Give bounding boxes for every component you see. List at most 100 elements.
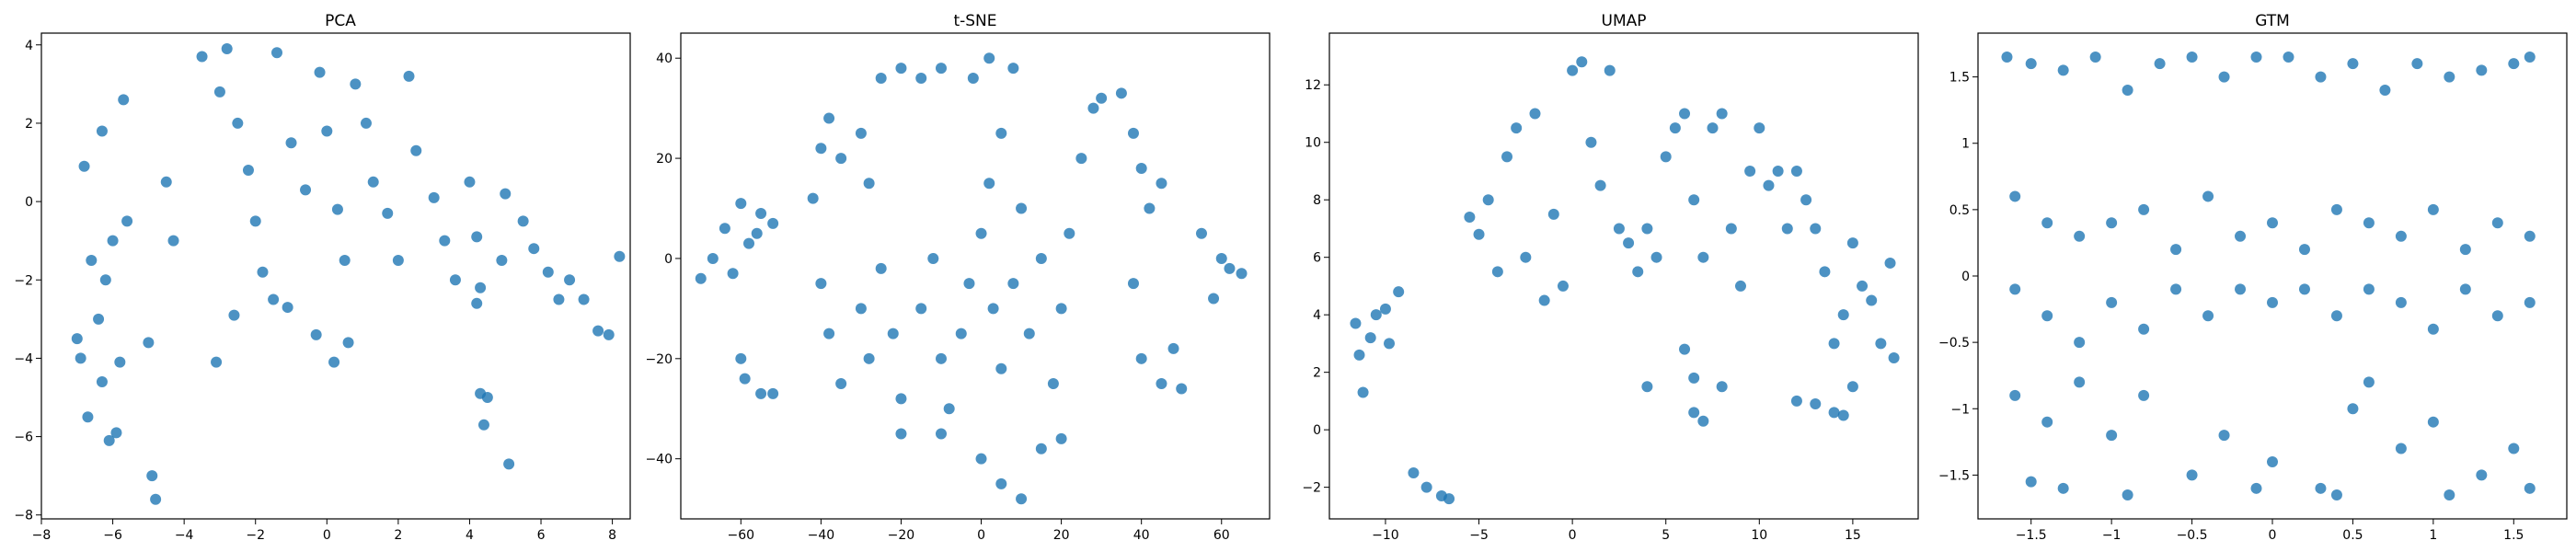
data-point — [2025, 58, 2037, 70]
data-point — [449, 274, 461, 286]
data-point — [2138, 203, 2150, 215]
data-point — [1688, 194, 1700, 206]
data-point — [328, 356, 340, 368]
data-point — [1035, 252, 1047, 264]
data-point — [2138, 323, 2150, 335]
data-point — [2363, 376, 2375, 388]
data-point — [1135, 162, 1147, 174]
data-point — [1837, 309, 1849, 321]
data-point — [2395, 296, 2407, 308]
y-tick-label: 1 — [1961, 137, 1970, 152]
data-point — [695, 272, 707, 284]
data-point — [2170, 283, 2182, 295]
data-point — [1679, 108, 1691, 120]
data-point — [1828, 338, 1840, 350]
data-point — [481, 392, 493, 403]
tick-group: −1.5 −1 −0.5 0 0.5 1 1.5 −1.5 −1 −0.5 0 0.5 1 1.5 — [1938, 71, 2524, 543]
data-point — [1819, 266, 1831, 278]
data-point — [96, 125, 108, 137]
data-point — [1828, 407, 1840, 419]
data-point — [271, 47, 282, 59]
data-point — [755, 387, 767, 399]
data-point — [1055, 303, 1067, 315]
data-point — [1144, 202, 1156, 214]
data-point — [2347, 403, 2359, 415]
y-tick-label: 40 — [656, 52, 673, 66]
data-point — [1707, 122, 1719, 134]
x-tick-label: −20 — [888, 528, 915, 543]
data-point — [1888, 352, 1900, 364]
data-point — [2057, 482, 2069, 494]
data-point — [2202, 190, 2214, 202]
data-point — [603, 328, 615, 340]
data-point — [2235, 230, 2247, 242]
data-point — [855, 127, 867, 139]
plot-frame — [680, 32, 1271, 520]
data-point — [1594, 179, 1606, 191]
data-point — [2041, 416, 2053, 428]
panel-title: t-SNE — [953, 12, 996, 30]
data-point — [1224, 262, 1236, 274]
data-point — [815, 278, 827, 290]
x-tick-label: −4 — [175, 528, 194, 543]
data-point — [2524, 482, 2536, 494]
data-point — [1857, 280, 1869, 292]
data-point — [1660, 151, 1672, 163]
data-point — [1023, 328, 1035, 339]
tick-group: −60 −40 −20 0 20 40 60 −40 −20 0 20 40 — [645, 52, 1229, 543]
data-point — [1016, 202, 1028, 214]
data-point — [1491, 266, 1503, 278]
y-tick-label: 0 — [664, 252, 673, 267]
data-point — [475, 282, 487, 293]
x-tick-label: 0 — [977, 528, 985, 543]
data-point — [382, 207, 394, 219]
data-point — [1087, 102, 1099, 114]
data-point — [1127, 278, 1139, 290]
data-point — [2009, 283, 2021, 295]
data-point — [150, 493, 162, 505]
data-point — [86, 254, 98, 266]
data-point — [1763, 179, 1775, 191]
data-point — [211, 356, 223, 368]
data-point — [1697, 251, 1709, 263]
data-point — [2218, 430, 2230, 442]
data-point — [915, 72, 927, 84]
data-point — [2009, 190, 2021, 202]
data-point — [755, 207, 767, 219]
data-point — [2524, 51, 2536, 63]
data-point — [1781, 223, 1793, 235]
data-point — [1208, 293, 1220, 305]
data-point — [875, 262, 887, 274]
data-point — [2427, 203, 2439, 215]
data-point — [1846, 237, 1858, 249]
data-point — [863, 178, 875, 190]
panel-title: PCA — [325, 12, 356, 30]
data-point — [1384, 338, 1396, 350]
x-tick-label: −5 — [1469, 528, 1489, 543]
x-tick-label: 20 — [1053, 528, 1070, 543]
data-point — [160, 176, 172, 188]
data-point — [743, 237, 755, 249]
data-point — [1567, 64, 1579, 76]
data-point — [823, 328, 835, 339]
x-tick-label: 0 — [2269, 528, 2277, 543]
data-point — [1501, 151, 1513, 163]
panel-umap: UMAP −10 −5 0 5 10 15 −2 0 2 4 6 8 10 12 — [1302, 12, 1919, 543]
data-point — [2025, 476, 2037, 488]
data-point — [221, 43, 233, 55]
data-point — [955, 328, 967, 339]
data-point — [1557, 280, 1569, 292]
data-point — [342, 337, 354, 349]
data-point — [2267, 217, 2278, 229]
data-point — [1176, 383, 1188, 395]
data-point — [2444, 489, 2455, 501]
data-point — [103, 434, 115, 446]
data-point — [2138, 389, 2150, 401]
plot-frame — [1328, 32, 1919, 520]
data-point — [2074, 230, 2086, 242]
data-point — [82, 411, 94, 423]
data-point — [895, 393, 907, 405]
data-point — [410, 144, 422, 156]
data-point — [2476, 469, 2488, 481]
